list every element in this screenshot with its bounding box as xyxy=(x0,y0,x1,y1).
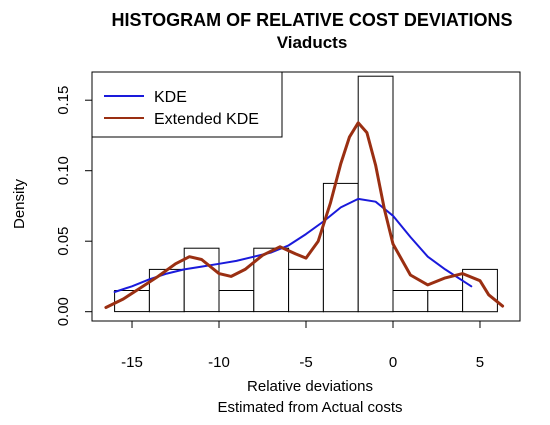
y-axis-label: Density xyxy=(11,178,28,229)
x-tick-label-0: -15 xyxy=(121,354,143,371)
y-axis: 0.00 0.05 0.10 0.15 xyxy=(55,86,93,326)
series-line-extended-kde xyxy=(104,121,505,309)
x-axis: -15 -10 -5 0 5 xyxy=(121,320,484,371)
legend: KDE Extended KDE xyxy=(91,71,283,138)
legend-box xyxy=(91,71,283,138)
x-axis-label: Relative deviations xyxy=(247,378,373,395)
histogram-bar-6 xyxy=(322,182,359,313)
x-tick-label-3: 0 xyxy=(389,354,397,371)
histogram-bars xyxy=(114,75,498,313)
histogram-bar-1 xyxy=(148,268,185,313)
chart-subtitle: Viaducts xyxy=(277,33,348,52)
histogram-bar-7 xyxy=(357,75,394,313)
histogram-bar-3 xyxy=(218,290,255,313)
histogram-bar-8 xyxy=(392,290,429,313)
y-tick-label-1: 0.05 xyxy=(55,227,72,256)
y-tick-label-3: 0.15 xyxy=(55,86,72,115)
kde-curves xyxy=(104,121,505,309)
y-tick-label-0: 0.00 xyxy=(55,297,72,326)
legend-label-extended-kde: Extended KDE xyxy=(154,111,259,128)
histogram-bar-9 xyxy=(427,290,464,313)
x-tick-label-1: -10 xyxy=(208,354,230,371)
x-axis-label-secondary: Estimated from Actual costs xyxy=(217,399,402,416)
legend-label-kde: KDE xyxy=(154,89,187,106)
histogram-bar-5 xyxy=(288,268,324,313)
chart-title: HISTOGRAM OF RELATIVE COST DEVIATIONS xyxy=(111,10,512,30)
x-tick-label-4: 5 xyxy=(476,354,484,371)
x-tick-label-2: -5 xyxy=(299,354,312,371)
y-tick-label-2: 0.10 xyxy=(55,156,72,185)
series-line-kde xyxy=(113,197,473,293)
